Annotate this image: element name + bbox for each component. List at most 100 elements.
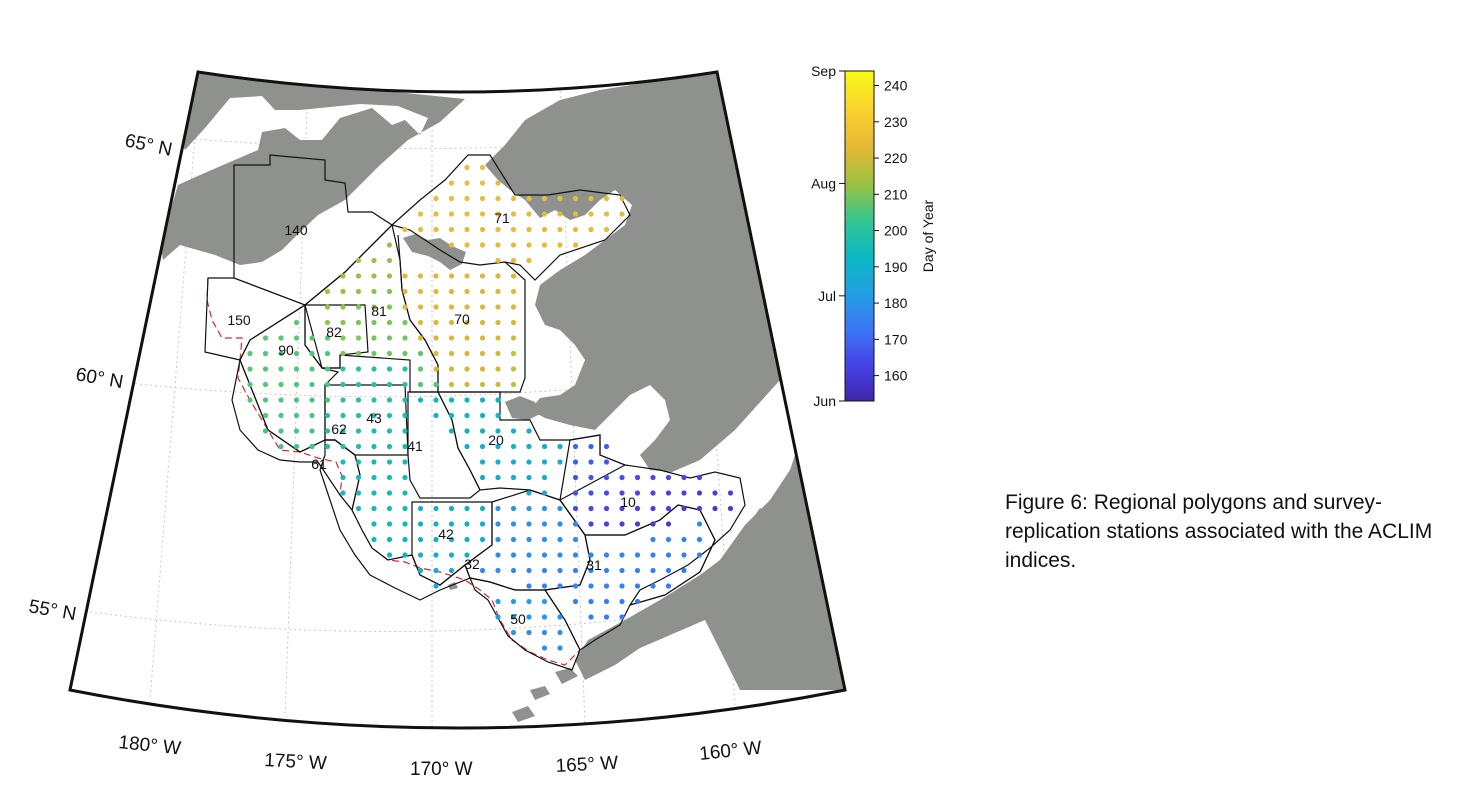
station-dot: [433, 521, 439, 527]
station-dot: [665, 552, 672, 558]
station-dot: [681, 552, 687, 558]
station-dot: [572, 598, 579, 605]
station-dot: [247, 366, 253, 372]
station-dot: [619, 614, 625, 620]
region-label-71: 71: [494, 210, 510, 226]
station-dot: [510, 226, 517, 233]
station-dot: [386, 443, 393, 450]
lat-label-65: 65° N: [123, 130, 174, 160]
station-dot: [433, 505, 439, 512]
station-dot: [324, 381, 331, 388]
station-dot: [464, 164, 470, 171]
station-dot: [386, 381, 393, 388]
station-dot: [340, 381, 346, 388]
station-dot: [433, 397, 439, 403]
station-dot: [603, 226, 610, 233]
region-label-10: 10: [620, 494, 636, 510]
station-dot: [371, 397, 377, 403]
station-dot: [386, 505, 393, 512]
station-dot: [371, 335, 377, 341]
station-dot: [278, 397, 284, 403]
station-dot: [386, 490, 393, 496]
station-dot: [386, 257, 393, 264]
station-dot: [681, 490, 687, 496]
station-dot: [650, 505, 656, 512]
station-dot: [464, 350, 470, 357]
station-dot: [650, 474, 656, 481]
station-dot: [262, 428, 269, 434]
station-dot: [448, 273, 455, 279]
station-dot: [340, 412, 346, 419]
station-dot: [448, 195, 455, 202]
station-dot: [433, 552, 439, 558]
station-dot: [293, 397, 300, 403]
station-dot: [262, 350, 269, 357]
station-dot: [634, 583, 641, 589]
station-dot: [510, 428, 517, 434]
station-dot: [433, 335, 439, 341]
station-dot: [340, 350, 346, 357]
station-dot: [510, 536, 517, 543]
station-dot: [402, 381, 408, 388]
station-dot: [572, 242, 579, 248]
station-dot: [448, 335, 455, 341]
station-dot: [309, 335, 315, 341]
station-dot: [619, 474, 625, 481]
station-dot: [526, 536, 532, 543]
station-dot: [479, 505, 486, 512]
station-dot: [557, 536, 563, 543]
station-dot: [619, 567, 625, 574]
station-dot: [526, 614, 532, 620]
station-dot: [464, 180, 470, 186]
station-dot: [402, 350, 408, 357]
station-dot: [572, 505, 579, 512]
station-dot: [557, 226, 563, 233]
station-dot: [293, 381, 300, 388]
station-dot: [526, 598, 532, 605]
station-dot: [386, 319, 393, 326]
station-dot: [355, 428, 362, 434]
station-dot: [417, 381, 424, 388]
station-dot: [588, 474, 594, 481]
station-dot: [355, 366, 362, 372]
station-dot: [479, 443, 486, 450]
station-dot: [634, 598, 641, 605]
colorbar-month-label: Sep: [811, 63, 836, 79]
station-dot: [603, 195, 610, 202]
map-frame: [68, 70, 847, 730]
station-dot: [433, 366, 439, 372]
station-dot: [433, 195, 439, 202]
station-dot: [262, 397, 269, 403]
station-dot: [278, 412, 284, 419]
station-dot: [386, 536, 393, 543]
station-dot: [262, 381, 269, 388]
station-dot: [433, 412, 439, 419]
station-dot: [588, 195, 594, 202]
station-dot: [340, 428, 346, 434]
station-dot: [433, 536, 439, 543]
station-dot: [417, 397, 424, 403]
station-dot: [464, 335, 470, 341]
station-dot: [665, 474, 672, 481]
station-dot: [371, 257, 377, 264]
station-dot: [464, 505, 470, 512]
station-dot: [603, 490, 610, 496]
colorbar-month-ticks: Jun Jul Aug Sep: [811, 63, 845, 409]
station-dot: [510, 521, 517, 527]
station-dot: [603, 459, 610, 465]
station-dot: [371, 536, 377, 543]
station-dot: [309, 397, 315, 403]
station-dot: [386, 366, 393, 372]
station-dot: [479, 350, 486, 357]
station-dot: [712, 505, 718, 512]
station-dot: [510, 242, 517, 248]
station-dot: [603, 505, 610, 512]
station-dot: [417, 319, 424, 326]
station-dot: [324, 412, 331, 419]
station-dot: [402, 319, 408, 326]
station-dot: [541, 242, 548, 248]
station-dot: [526, 195, 532, 202]
station-dot: [541, 629, 548, 636]
figure-caption: Figure 6: Regional polygons and survey-r…: [1005, 491, 1433, 572]
colorbar-tick-label: 210: [884, 186, 908, 202]
